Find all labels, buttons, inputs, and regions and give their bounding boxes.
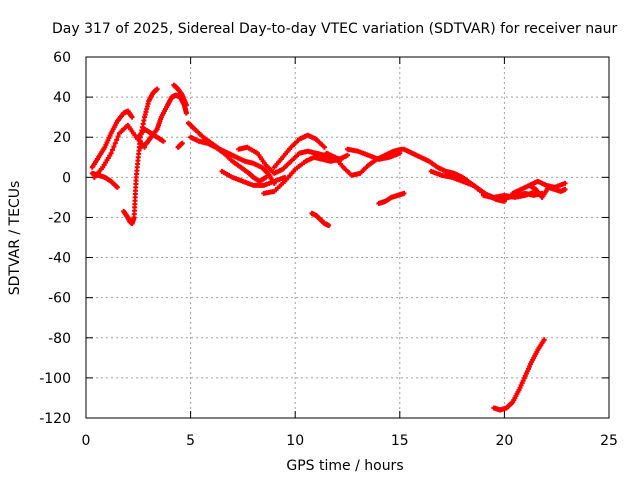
data-point bbox=[112, 140, 118, 146]
series-arc-23 bbox=[527, 182, 568, 200]
series-arc-17 bbox=[345, 146, 403, 162]
series-arc-14 bbox=[271, 132, 327, 170]
data-point bbox=[114, 184, 120, 190]
series-arc-07 bbox=[171, 82, 189, 108]
series-arc-08 bbox=[175, 140, 185, 150]
series-arc-13 bbox=[261, 152, 350, 196]
data-point bbox=[183, 102, 189, 108]
data-point bbox=[129, 114, 135, 120]
data-point bbox=[562, 186, 568, 192]
series-arc-18 bbox=[376, 190, 407, 206]
data-point bbox=[263, 174, 269, 180]
data-point bbox=[183, 110, 189, 116]
series-arc-01 bbox=[89, 108, 135, 170]
axes: 0 5 10 15 20 25 -120 -100 -80 -60 -40 -20 0 20 40 60 bbox=[39, 50, 618, 449]
data-point bbox=[115, 134, 121, 140]
y-tick-label: 40 bbox=[53, 90, 71, 106]
data-point bbox=[562, 180, 568, 186]
series-arc-15 bbox=[309, 210, 332, 228]
data-point bbox=[401, 190, 407, 196]
y-tick-label: 0 bbox=[62, 170, 71, 186]
x-tick-label: 15 bbox=[391, 433, 409, 449]
series-arc-09 bbox=[186, 120, 277, 186]
series-arc-03 bbox=[89, 170, 120, 190]
data-point bbox=[108, 150, 114, 156]
y-axis-label: SDTVAR / TECUs bbox=[7, 181, 23, 296]
y-tick-label: -20 bbox=[48, 210, 71, 226]
data-point bbox=[179, 140, 185, 146]
plot-frame bbox=[85, 56, 610, 419]
y-tick-label: -80 bbox=[48, 331, 71, 347]
x-tick-label: 20 bbox=[495, 433, 513, 449]
data-point bbox=[114, 137, 120, 143]
series-arc-24 bbox=[491, 337, 547, 413]
series-arc-11 bbox=[219, 168, 288, 188]
series-arc-12 bbox=[236, 144, 344, 176]
series-arc-10 bbox=[188, 134, 269, 184]
data-point bbox=[397, 150, 403, 156]
y-tick-label: -60 bbox=[48, 291, 71, 307]
data-point bbox=[321, 144, 327, 150]
y-tick-label: 60 bbox=[53, 50, 71, 66]
data-point bbox=[326, 222, 332, 228]
y-tick-label: -40 bbox=[48, 251, 71, 267]
y-tick-label: -120 bbox=[39, 411, 71, 427]
x-tick-label: 5 bbox=[186, 433, 195, 449]
x-tick-label: 25 bbox=[600, 433, 618, 449]
x-axis-label: GPS time / hours bbox=[286, 458, 403, 474]
y-tick-label: 20 bbox=[53, 130, 71, 146]
data-point bbox=[111, 144, 117, 150]
data-point bbox=[345, 152, 350, 158]
data-series bbox=[89, 82, 568, 413]
data-point bbox=[109, 147, 115, 153]
data-point bbox=[160, 138, 166, 144]
x-tick-label: 0 bbox=[82, 433, 91, 449]
data-point bbox=[154, 86, 160, 92]
data-point bbox=[541, 337, 547, 343]
chart-title: Day 317 of 2025, Sidereal Day-to-day VTE… bbox=[52, 21, 618, 37]
y-tick-label: -100 bbox=[39, 371, 71, 387]
x-tick-label: 10 bbox=[286, 433, 304, 449]
